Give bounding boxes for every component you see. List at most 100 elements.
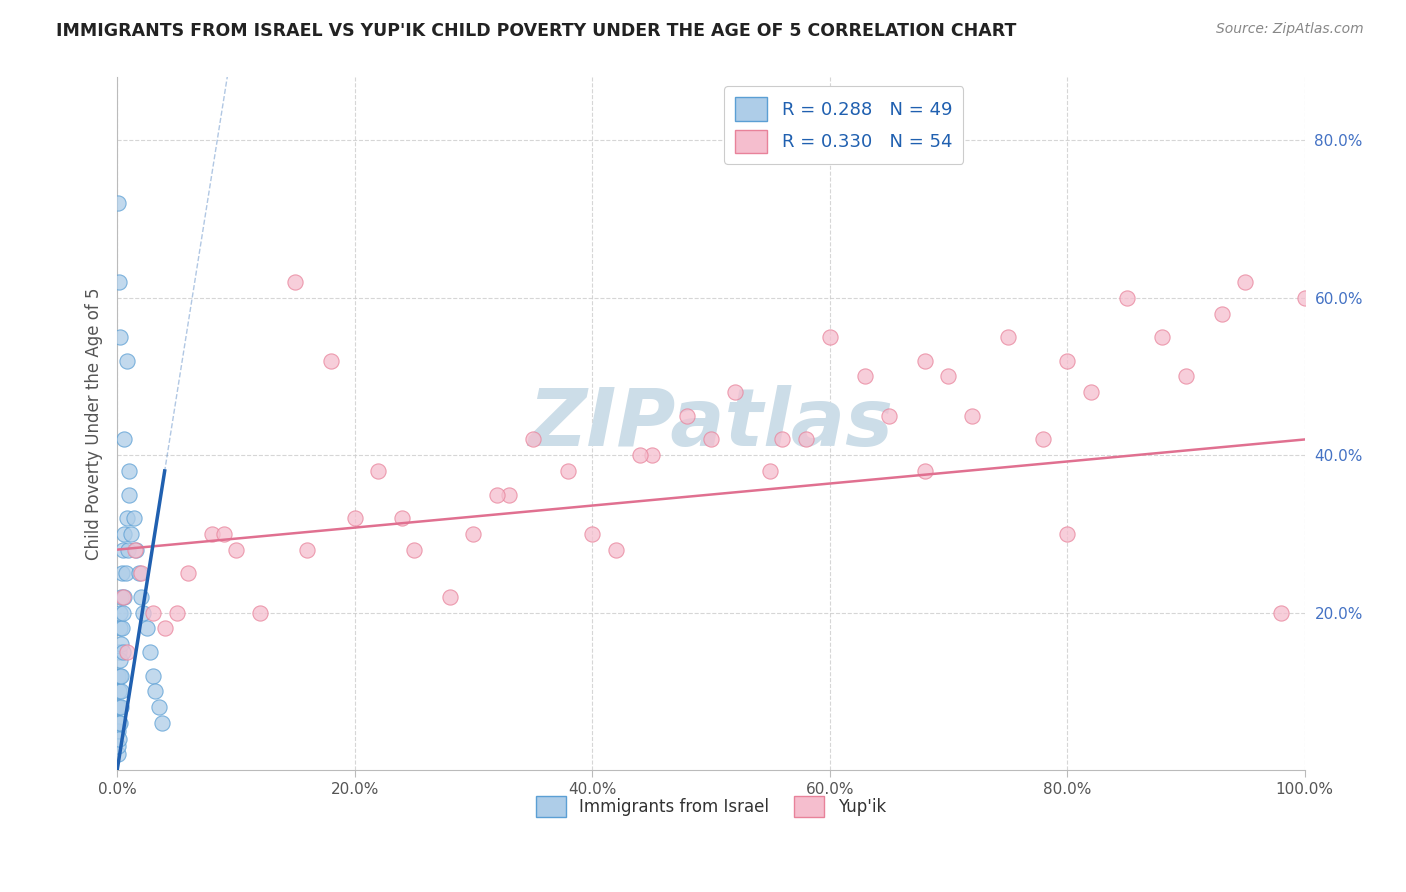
Point (108, 668, 131, 682)
Point (117, 542, 139, 557)
Point (108, 653, 131, 667)
Point (110, 684, 132, 698)
Point (110, 700, 132, 714)
Point (759, 464, 782, 478)
Point (107, 196, 129, 211)
Point (108, 700, 131, 714)
Point (112, 433, 135, 447)
Point (108, 330, 131, 344)
Point (938, 369, 960, 384)
Point (249, 606, 271, 620)
Point (108, 645, 131, 659)
Point (112, 527, 135, 541)
Point (1152, 330, 1174, 344)
Point (143, 684, 166, 698)
Point (439, 590, 461, 604)
Point (1234, 275, 1257, 289)
Text: IMMIGRANTS FROM ISRAEL VS YUP'IK CHILD POVERTY UNDER THE AGE OF 5 CORRELATION CH: IMMIGRANTS FROM ISRAEL VS YUP'IK CHILD P… (56, 22, 1017, 40)
Point (605, 542, 627, 557)
Point (139, 645, 162, 659)
Point (486, 487, 509, 501)
Point (108, 684, 131, 698)
Point (877, 409, 900, 423)
Point (1174, 369, 1197, 384)
Point (135, 621, 157, 635)
Point (997, 330, 1019, 344)
Point (111, 566, 134, 581)
Point (108, 275, 131, 289)
Point (498, 487, 520, 501)
Point (128, 566, 150, 581)
Point (108, 731, 131, 746)
Point (118, 487, 141, 501)
Point (120, 527, 142, 541)
Point (284, 275, 307, 289)
Point (108, 715, 131, 730)
Point (124, 542, 146, 557)
Point (107, 668, 129, 682)
Point (1080, 385, 1102, 400)
Point (724, 385, 747, 400)
Point (853, 369, 876, 384)
Point (142, 606, 165, 620)
Text: Source: ZipAtlas.com: Source: ZipAtlas.com (1216, 22, 1364, 37)
Point (148, 700, 170, 714)
Point (115, 353, 138, 368)
Point (166, 606, 188, 620)
Point (110, 668, 132, 682)
Point (794, 433, 817, 447)
Point (129, 590, 152, 604)
Point (112, 590, 135, 604)
Point (367, 464, 389, 478)
Point (111, 645, 134, 659)
Point (1270, 606, 1292, 620)
Point (150, 715, 173, 730)
Point (115, 511, 138, 525)
Point (1032, 433, 1054, 447)
Point (557, 464, 579, 478)
Point (110, 590, 132, 604)
Point (581, 527, 603, 541)
Point (343, 511, 366, 525)
Point (111, 621, 134, 635)
Point (107, 747, 129, 762)
Point (201, 527, 224, 541)
Point (319, 353, 342, 368)
Point (122, 511, 145, 525)
Point (700, 433, 723, 447)
Point (676, 409, 699, 423)
Point (391, 511, 413, 525)
Point (107, 723, 129, 738)
Point (153, 621, 176, 635)
Point (115, 645, 138, 659)
Point (628, 448, 651, 462)
Point (1294, 291, 1316, 305)
Point (118, 464, 141, 478)
Legend: Immigrants from Israel, Yup'ik: Immigrants from Israel, Yup'ik (529, 789, 893, 824)
Point (770, 433, 793, 447)
Point (1115, 291, 1137, 305)
Point (107, 715, 129, 730)
Point (1056, 527, 1078, 541)
Point (108, 621, 131, 635)
Point (295, 542, 318, 557)
Point (1211, 307, 1233, 321)
Point (142, 668, 165, 682)
Point (914, 464, 936, 478)
Point (112, 542, 135, 557)
Point (107, 739, 129, 754)
Point (914, 353, 936, 368)
Point (640, 448, 662, 462)
Point (212, 527, 235, 541)
Point (522, 433, 544, 447)
Point (132, 606, 155, 620)
Text: ZIPatlas: ZIPatlas (529, 384, 893, 463)
Point (1056, 353, 1078, 368)
Point (112, 590, 135, 604)
Point (177, 566, 200, 581)
Point (129, 566, 152, 581)
Point (125, 542, 148, 557)
Point (818, 330, 841, 344)
Point (110, 637, 132, 651)
Point (463, 527, 485, 541)
